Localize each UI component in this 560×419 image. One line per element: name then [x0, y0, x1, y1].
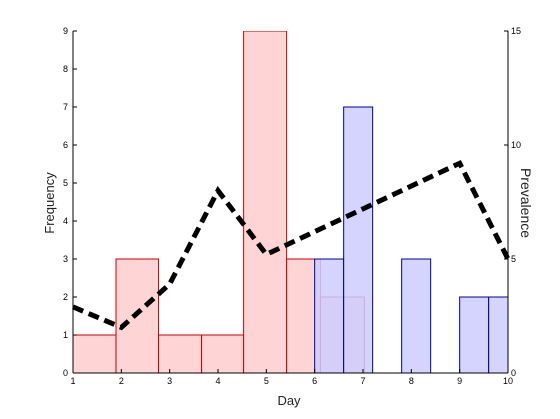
prevalence-dashed-line — [72, 159, 511, 331]
y-tick-label: 4 — [63, 216, 68, 226]
blue-bar-4 — [401, 258, 432, 373]
x-tick-label: 3 — [167, 376, 172, 386]
x-tick-label: 1 — [70, 376, 75, 386]
y2-tick-label: 15 — [511, 26, 521, 36]
prevalence-line — [72, 159, 511, 331]
blue-bar-1 — [314, 258, 345, 373]
blue-bar-6 — [459, 296, 490, 373]
y2-axis-label: Prevalence — [518, 168, 534, 238]
y2-tick-label: 5 — [511, 254, 516, 264]
y-axis-label: Frequency — [42, 172, 57, 234]
y-tick-label: 7 — [63, 102, 68, 112]
x-tick-label: 6 — [312, 376, 317, 386]
x-tick-label: 9 — [457, 376, 462, 386]
blue-bar-7 — [488, 296, 508, 373]
x-tick-label: 2 — [119, 376, 124, 386]
x-tick-label: 8 — [409, 376, 414, 386]
y-tick-label: 0 — [63, 368, 68, 378]
x-tick-label: 5 — [264, 376, 269, 386]
y2-tick-label: 10 — [511, 140, 521, 150]
y-tick-label: 3 — [63, 254, 68, 264]
red-bar-3 — [158, 334, 203, 373]
red-bar-5 — [243, 31, 288, 373]
y-tick-label: 1 — [63, 330, 68, 340]
x-tick-label: 10 — [503, 376, 513, 386]
x-axis-label: Day — [277, 393, 301, 408]
red-bar-4 — [201, 334, 245, 373]
histogram-bars — [73, 31, 508, 373]
y-tick-label: 8 — [63, 64, 68, 74]
x-tick-label: 4 — [215, 376, 220, 386]
y-tick-label: 9 — [63, 26, 68, 36]
y-tick-label: 2 — [63, 292, 68, 302]
x-tick-label: 7 — [360, 376, 365, 386]
y-tick-label: 6 — [63, 140, 68, 150]
y-tick-label: 5 — [63, 178, 68, 188]
blue-bar-2 — [343, 106, 374, 373]
y2-tick-label: 0 — [511, 368, 516, 378]
axes — [72, 30, 509, 374]
red-bar-1 — [73, 334, 117, 373]
